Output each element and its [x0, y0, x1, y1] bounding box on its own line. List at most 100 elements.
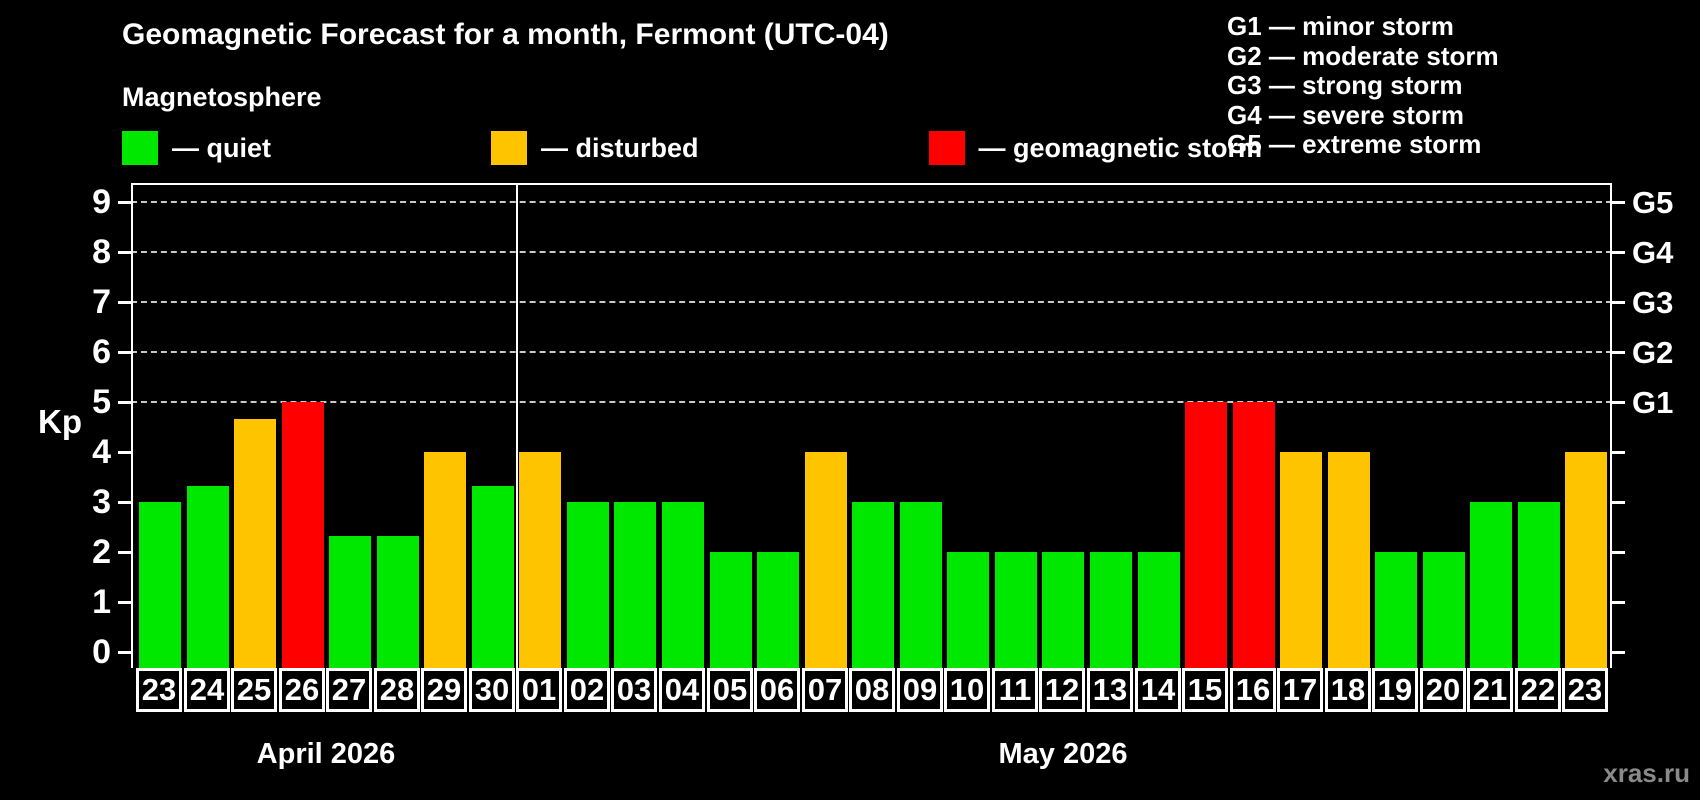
month-label-may: May 2026	[998, 738, 1128, 770]
g-legend-line-3: G3 — strong storm	[1227, 70, 1463, 100]
day-label-may-05: 05	[707, 668, 753, 712]
gridline-kp6	[131, 351, 1612, 353]
bar-may-14	[1138, 552, 1180, 668]
month-separator-line	[516, 183, 518, 668]
y-tick-3	[118, 501, 131, 504]
right-axis-line	[1610, 183, 1612, 668]
y-tick-label-1: 1	[92, 583, 111, 621]
day-label-apr-28: 28	[374, 668, 420, 712]
quiet-swatch-icon	[122, 131, 158, 165]
bar-apr-28	[377, 535, 419, 668]
magnetosphere-label: Magnetosphere	[122, 82, 322, 112]
gridline-kp8	[131, 251, 1612, 253]
chart-title: Geomagnetic Forecast for a month, Fermon…	[122, 18, 889, 51]
right-tick-7	[1610, 301, 1625, 304]
legend-label-disturbed: — disturbed	[541, 132, 699, 163]
y-axis-label: Kp	[38, 403, 82, 440]
day-label-apr-24: 24	[184, 668, 230, 712]
right-tick-6	[1610, 351, 1625, 354]
y-tick-label-6: 6	[92, 333, 111, 371]
bar-apr-25	[234, 418, 276, 668]
g-legend-line-5: G5 — extreme storm	[1227, 129, 1482, 159]
y-tick-label-5: 5	[92, 383, 111, 421]
day-label-may-06: 06	[754, 668, 800, 712]
day-label-may-11: 11	[992, 668, 1038, 712]
y-tick-label-7: 7	[92, 283, 111, 321]
bar-may-22	[1518, 502, 1560, 668]
g-scale-legend: G1 — minor storm G2 — moderate storm G3 — …	[1227, 11, 1499, 160]
day-label-may-03: 03	[611, 668, 657, 712]
day-label-apr-29: 29	[421, 668, 467, 712]
y-tick-label-3: 3	[92, 483, 111, 521]
gridline-kp9	[131, 201, 1612, 203]
day-label-may-07: 07	[802, 668, 848, 712]
right-tick-1	[1610, 601, 1625, 604]
day-label-apr-25: 25	[231, 668, 277, 712]
legend-label-storm: — geomagnetic storm	[978, 132, 1263, 163]
bar-may-02	[567, 502, 609, 668]
plot-area: 0 1 2 3 4 5 6 7 8 9 G1 G2 G3 G4 G5	[92, 183, 1673, 669]
day-label-may-21: 21	[1467, 668, 1513, 712]
day-label-may-15: 15	[1182, 668, 1228, 712]
right-tick-9	[1610, 201, 1625, 204]
bar-may-18	[1328, 452, 1370, 668]
bar-may-10	[947, 552, 989, 668]
day-label-may-12: 12	[1039, 668, 1085, 712]
day-label-may-22: 22	[1515, 668, 1561, 712]
y-tick-5	[118, 401, 131, 404]
g-level-label-g1: G1	[1632, 385, 1674, 420]
bar-may-04	[662, 502, 704, 668]
bar-may-09	[900, 502, 942, 668]
right-tick-4	[1610, 451, 1625, 454]
month-label-april: April 2026	[256, 738, 396, 770]
bar-apr-24	[187, 485, 229, 668]
day-label-may-01: 01	[516, 668, 562, 712]
g-legend-line-1: G1 — minor storm	[1227, 11, 1454, 41]
bar-may-03	[614, 502, 656, 668]
y-tick-label-0: 0	[92, 633, 111, 671]
y-tick-label-9: 9	[92, 183, 111, 221]
bar-apr-26	[282, 402, 324, 668]
right-tick-5	[1610, 401, 1625, 404]
gridline-kp5	[131, 401, 1612, 403]
day-label-may-13: 13	[1087, 668, 1133, 712]
day-label-may-20: 20	[1420, 668, 1466, 712]
day-label-may-19: 19	[1372, 668, 1418, 712]
y-tick-9	[118, 201, 131, 204]
day-label-apr-23: 23	[136, 668, 182, 712]
right-tick-2	[1610, 551, 1625, 554]
disturbed-swatch-icon	[491, 131, 527, 165]
g-level-label-g2: G2	[1632, 335, 1674, 370]
bar-may-15	[1185, 402, 1227, 668]
bar-may-23	[1565, 452, 1607, 668]
y-tick-8	[118, 251, 131, 254]
y-tick-label-2: 2	[92, 533, 111, 571]
plot-top-border	[131, 183, 1612, 185]
y-tick-0	[118, 651, 131, 654]
bar-may-21	[1470, 502, 1512, 668]
day-label-apr-26: 26	[279, 668, 325, 712]
g-legend-line-4: G4 — severe storm	[1227, 99, 1465, 130]
bar-may-05	[710, 552, 752, 668]
y-tick-6	[118, 351, 131, 354]
bar-apr-29	[424, 452, 466, 668]
bar-may-16	[1233, 402, 1275, 668]
legend-item-storm: — geomagnetic storm	[928, 131, 1263, 165]
g-level-label-g5: G5	[1632, 185, 1674, 220]
right-tick-0	[1610, 651, 1625, 654]
status-legend: — quiet — disturbed — geomagnetic storm	[122, 128, 1262, 168]
right-tick-3	[1610, 501, 1625, 504]
gridline-kp7	[131, 301, 1612, 303]
bar-may-17	[1280, 452, 1322, 668]
y-tick-1	[118, 601, 131, 604]
g-legend-line-2: G2 — moderate storm	[1227, 40, 1499, 71]
bar-may-06	[757, 552, 799, 668]
day-label-may-14: 14	[1135, 668, 1181, 712]
day-label-may-17: 17	[1277, 668, 1323, 712]
y-tick-2	[118, 551, 131, 554]
bar-may-01	[519, 452, 561, 668]
y-tick-label-4: 4	[92, 433, 111, 471]
legend-item-disturbed: — disturbed	[491, 131, 699, 165]
bar-apr-27	[329, 535, 371, 668]
bar-apr-23	[139, 502, 181, 668]
